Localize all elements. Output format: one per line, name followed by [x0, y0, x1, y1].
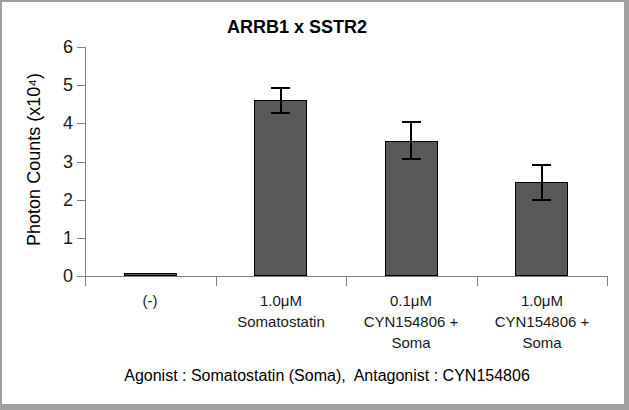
error-bar-cap-top: [402, 121, 421, 123]
y-axis-tick: [77, 47, 85, 48]
y-tick-label: 5: [28, 74, 73, 96]
bar: [385, 141, 438, 276]
plot-area: 0 1 2 3 4 5 6 (-)1.0μM Somatostatin0.1μM CYN154…: [2, 2, 624, 404]
error-bar-line: [280, 88, 282, 113]
error-bar-cap-bottom: [402, 158, 421, 160]
x-tick-label: 0.1μM CYN154806 + Soma: [346, 290, 476, 353]
y-tick-label: 0: [28, 265, 73, 287]
y-axis-tick: [77, 162, 85, 163]
y-axis-tick: [77, 85, 85, 86]
error-bar-line: [541, 165, 543, 200]
y-tick-label: 6: [28, 36, 73, 58]
x-tick-label: (-): [85, 290, 215, 311]
error-bar-cap-bottom: [532, 199, 551, 201]
bar: [124, 273, 177, 276]
error-bar-cap-top: [271, 87, 290, 89]
y-tick-label: 2: [28, 189, 73, 211]
y-axis-line: [85, 47, 86, 276]
x-axis-tick: [346, 277, 347, 286]
error-bar-cap-top: [532, 164, 551, 166]
chart-caption: Agonist : Somatostatin (Soma), Antagonis…: [16, 367, 629, 385]
error-bar-line: [410, 122, 412, 159]
x-axis-tick: [477, 277, 478, 286]
chart-container: ARRB1 x SSTR2 Photon Counts (x10⁴) 01234…: [0, 0, 629, 410]
x-axis-tick: [85, 277, 86, 286]
y-axis-tick: [77, 238, 85, 239]
x-axis-tick: [216, 277, 217, 286]
x-axis-tick: [607, 277, 608, 286]
x-tick-label: 1.0μM Somatostatin: [216, 290, 346, 332]
x-tick-label: 1.0μM CYN154806 + Soma: [477, 290, 607, 353]
y-tick-label: 1: [28, 227, 73, 249]
error-bar-cap-bottom: [271, 112, 290, 114]
y-axis-tick: [77, 123, 85, 124]
y-axis-tick: [77, 200, 85, 201]
bar: [254, 100, 307, 276]
y-tick-label: 4: [28, 112, 73, 134]
y-tick-label: 3: [28, 151, 73, 173]
y-axis-tick: [77, 276, 85, 277]
